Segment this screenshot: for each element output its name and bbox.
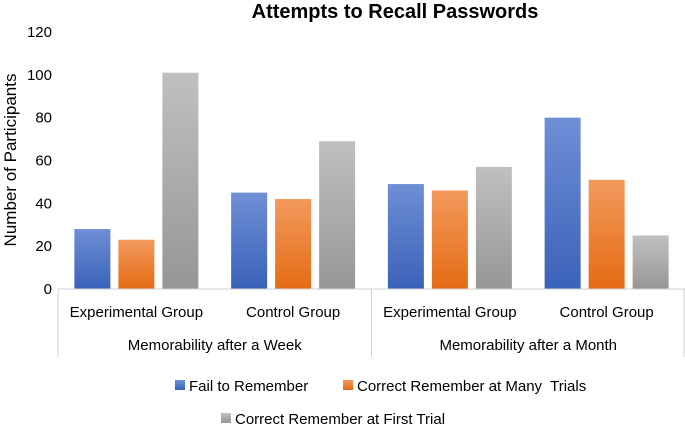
bar-series-0-cat-2 <box>387 184 424 289</box>
legend-swatch <box>343 380 353 390</box>
bar-series-1-cat-2 <box>431 190 468 289</box>
bar-series-2-cat-2 <box>475 166 512 289</box>
x-category-label: Experimental Group <box>70 304 203 321</box>
y-tick-label: 60 <box>35 153 52 170</box>
bar-series-0-cat-3 <box>544 117 581 290</box>
x-group-label: Memorability after a Month <box>439 337 617 354</box>
y-tick-label: 40 <box>35 195 52 212</box>
bars <box>74 72 669 290</box>
legend-swatch <box>175 380 185 390</box>
y-axis-ticks: 0 20 40 60 80 100 120 <box>27 24 52 298</box>
y-tick-label: 80 <box>35 110 52 127</box>
bar-series-1-cat-3 <box>588 179 625 289</box>
chart-title: Attempts to Recall Passwords <box>252 1 539 23</box>
bar-series-0-cat-0 <box>74 229 111 289</box>
bar-series-2-cat-0 <box>162 72 199 289</box>
x-category-label: Experimental Group <box>383 304 516 321</box>
x-category-label: Control Group <box>560 304 654 321</box>
y-tick-label: 120 <box>27 24 52 41</box>
y-tick-label: 20 <box>35 238 52 255</box>
bar-series-2-cat-3 <box>632 235 669 289</box>
legend-label: Correct Remember at Many Trials <box>357 378 586 395</box>
y-tick-label: 100 <box>27 67 52 84</box>
bar-series-1-cat-0 <box>118 239 155 289</box>
x-category-label: Control Group <box>246 304 340 321</box>
x-axis: Experimental Group Control Group Experimen… <box>57 288 685 357</box>
bar-series-0-cat-1 <box>231 192 268 289</box>
legend-label: Correct Remember at First Trial <box>235 411 445 428</box>
y-axis-label: Number of Participants <box>1 74 20 247</box>
y-tick-label: 0 <box>44 281 52 298</box>
legend-swatch <box>221 413 231 423</box>
x-group-label: Memorability after a Week <box>128 337 302 354</box>
bar-series-1-cat-1 <box>275 199 312 289</box>
legend: Fail to Remember Correct Remember at Many… <box>175 378 586 428</box>
bar-series-2-cat-1 <box>319 141 356 289</box>
legend-label: Fail to Remember <box>189 378 308 395</box>
